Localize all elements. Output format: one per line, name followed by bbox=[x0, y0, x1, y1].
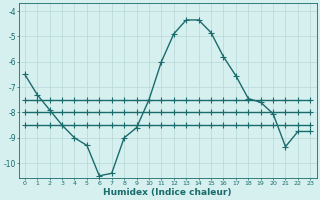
X-axis label: Humidex (Indice chaleur): Humidex (Indice chaleur) bbox=[103, 188, 232, 197]
